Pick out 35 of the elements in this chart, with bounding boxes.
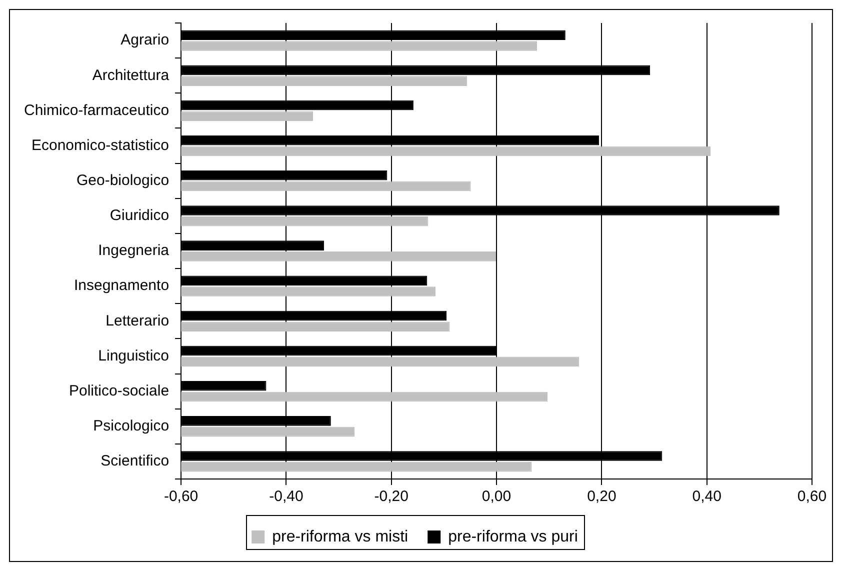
y-tick-label: Ingegneria — [98, 242, 170, 260]
y-tick-label: Agrario — [120, 32, 170, 49]
y-tick-label: Economico-statistico — [31, 136, 170, 154]
legend-label: pre-riforma vs puri — [448, 528, 578, 546]
y-tick-label: Giuridico — [110, 207, 170, 224]
y-tick-label: Letterario — [106, 312, 170, 330]
y-tick-label: Insegnamento — [74, 277, 170, 294]
bar — [181, 462, 532, 472]
bar — [181, 216, 428, 226]
legend-label: pre-riforma vs misti — [272, 528, 408, 546]
y-tick-label: Architettura — [92, 66, 170, 84]
bar — [181, 41, 538, 51]
x-tick-label: 0,40 — [692, 488, 722, 506]
x-tick-label: 0,20 — [587, 488, 616, 506]
bar — [181, 356, 580, 367]
y-tick-label: Linguistico — [98, 347, 170, 364]
y-tick-label: Chimico-farmaceutico — [24, 102, 170, 119]
y-tick-label: Scientifico — [100, 452, 170, 470]
x-tick-label: -0,20 — [374, 488, 408, 506]
bar — [181, 426, 355, 437]
x-tick-label: 0,60 — [797, 488, 827, 506]
bar — [181, 252, 496, 262]
x-tick-label: 0,00 — [482, 488, 512, 506]
x-tick-label: -0,60 — [164, 488, 198, 506]
bar — [181, 111, 314, 122]
y-tick-label: Psicologico — [93, 418, 170, 435]
bar — [181, 286, 436, 296]
y-tick-label: Politico-sociale — [68, 382, 170, 400]
bar — [181, 146, 711, 156]
bar — [181, 76, 468, 86]
bar — [181, 392, 548, 402]
x-tick-label: -0,40 — [269, 488, 304, 506]
bar — [181, 181, 471, 192]
y-tick-label: Geo-biologico — [76, 172, 170, 189]
bar — [181, 322, 450, 332]
